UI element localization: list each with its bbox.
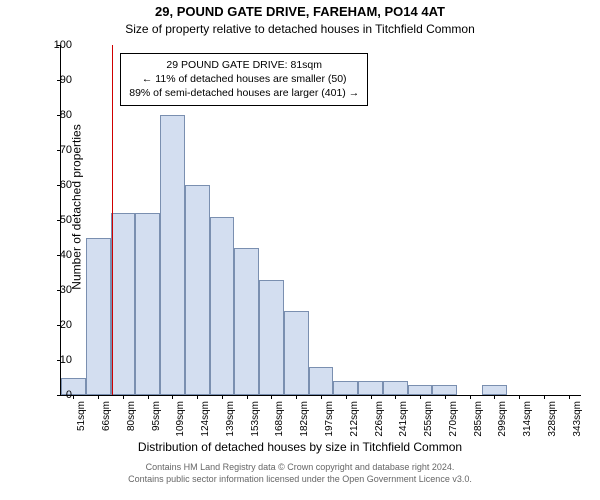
x-tick-label: 328sqm	[547, 401, 558, 437]
x-tick-label: 51sqm	[76, 401, 87, 431]
bar	[210, 217, 235, 396]
x-tick-label: 153sqm	[250, 401, 261, 437]
bar	[432, 385, 457, 396]
x-tick	[296, 395, 297, 399]
x-tick	[519, 395, 520, 399]
marker-line	[112, 45, 113, 395]
x-tick	[321, 395, 322, 399]
bar	[111, 213, 136, 395]
y-tick-label: 70	[32, 144, 72, 156]
x-tick-label: 197sqm	[324, 401, 335, 437]
x-tick-label: 299sqm	[497, 401, 508, 437]
y-tick-label: 20	[32, 319, 72, 331]
x-tick	[544, 395, 545, 399]
x-tick-label: 343sqm	[572, 401, 583, 437]
info-line-3: 89% of semi-detached houses are larger (…	[129, 87, 359, 99]
y-tick-label: 40	[32, 249, 72, 261]
title-main: 29, POUND GATE DRIVE, FAREHAM, PO14 4AT	[0, 4, 600, 19]
y-tick-label: 50	[32, 214, 72, 226]
x-tick	[247, 395, 248, 399]
x-tick	[73, 395, 74, 399]
x-tick	[123, 395, 124, 399]
bar	[259, 280, 284, 396]
x-tick	[271, 395, 272, 399]
info-line-1: 29 POUND GATE DRIVE: 81sqm	[166, 59, 322, 71]
x-tick-label: 270sqm	[448, 401, 459, 437]
x-tick-label: 80sqm	[126, 401, 137, 431]
x-tick-label: 124sqm	[200, 401, 211, 437]
footer-line-1: Contains HM Land Registry data © Crown c…	[146, 462, 455, 472]
y-tick-label: 100	[32, 39, 72, 51]
bar	[135, 213, 160, 395]
footer-line-2: Contains public sector information licen…	[128, 474, 472, 484]
x-tick-label: 285sqm	[473, 401, 484, 437]
bar	[383, 381, 408, 395]
y-tick-label: 90	[32, 74, 72, 86]
info-box: 29 POUND GATE DRIVE: 81sqm ← 11% of detac…	[120, 53, 368, 106]
x-tick-label: 314sqm	[522, 401, 533, 437]
title-sub: Size of property relative to detached ho…	[0, 22, 600, 36]
y-tick-label: 0	[32, 389, 72, 401]
chart-plot-area: 51sqm66sqm80sqm95sqm109sqm124sqm139sqm15…	[60, 45, 581, 396]
x-tick	[395, 395, 396, 399]
x-tick	[148, 395, 149, 399]
x-tick	[172, 395, 173, 399]
x-tick-label: 241sqm	[398, 401, 409, 437]
x-tick	[98, 395, 99, 399]
bar	[482, 385, 507, 396]
x-tick-label: 95sqm	[151, 401, 162, 431]
bar	[185, 185, 210, 395]
bar	[284, 311, 309, 395]
x-tick-label: 109sqm	[175, 401, 186, 437]
x-tick	[346, 395, 347, 399]
x-tick	[420, 395, 421, 399]
x-tick-label: 226sqm	[374, 401, 385, 437]
bar	[234, 248, 259, 395]
x-tick	[569, 395, 570, 399]
y-tick-label: 60	[32, 179, 72, 191]
bar	[309, 367, 334, 395]
x-tick	[222, 395, 223, 399]
info-line-2: ← 11% of detached houses are smaller (50…	[142, 73, 347, 85]
bar	[408, 385, 433, 396]
bar	[358, 381, 383, 395]
y-tick-label: 30	[32, 284, 72, 296]
bar	[160, 115, 185, 395]
footer-attribution: Contains HM Land Registry data © Crown c…	[0, 462, 600, 485]
x-tick	[445, 395, 446, 399]
x-tick-label: 212sqm	[349, 401, 360, 437]
x-tick	[494, 395, 495, 399]
x-tick	[197, 395, 198, 399]
x-tick-label: 182sqm	[299, 401, 310, 437]
y-tick-label: 80	[32, 109, 72, 121]
x-tick-label: 168sqm	[274, 401, 285, 437]
x-tick-label: 255sqm	[423, 401, 434, 437]
x-tick	[470, 395, 471, 399]
x-tick	[371, 395, 372, 399]
x-axis-label: Distribution of detached houses by size …	[0, 440, 600, 454]
y-tick-label: 10	[32, 354, 72, 366]
x-tick-label: 66sqm	[101, 401, 112, 431]
x-tick-label: 139sqm	[225, 401, 236, 437]
bar	[333, 381, 358, 395]
bar	[86, 238, 111, 396]
